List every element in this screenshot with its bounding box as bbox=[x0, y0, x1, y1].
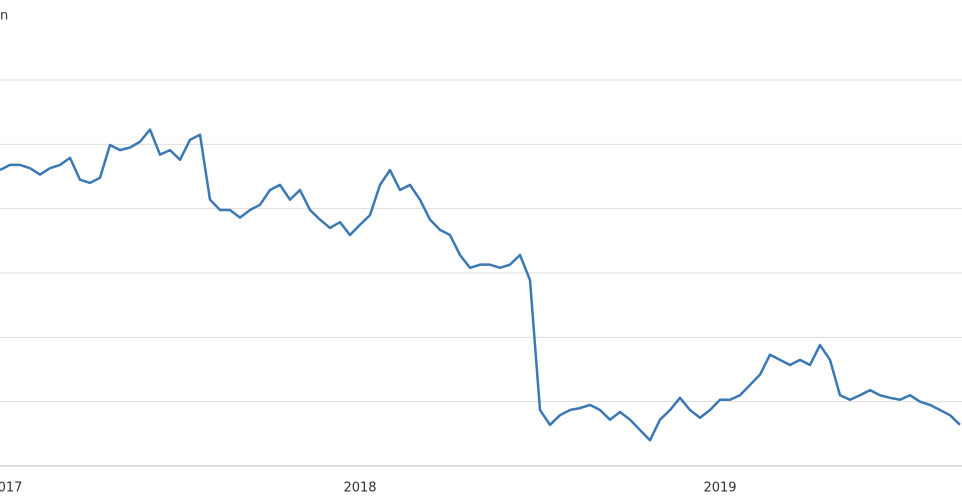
x-tick-label: 2019 bbox=[703, 481, 736, 496]
x-tick-label: 2018 bbox=[343, 481, 376, 496]
x-tick-label: 017 bbox=[0, 481, 22, 496]
data-line bbox=[0, 128, 961, 442]
chart-title: n bbox=[0, 9, 8, 24]
